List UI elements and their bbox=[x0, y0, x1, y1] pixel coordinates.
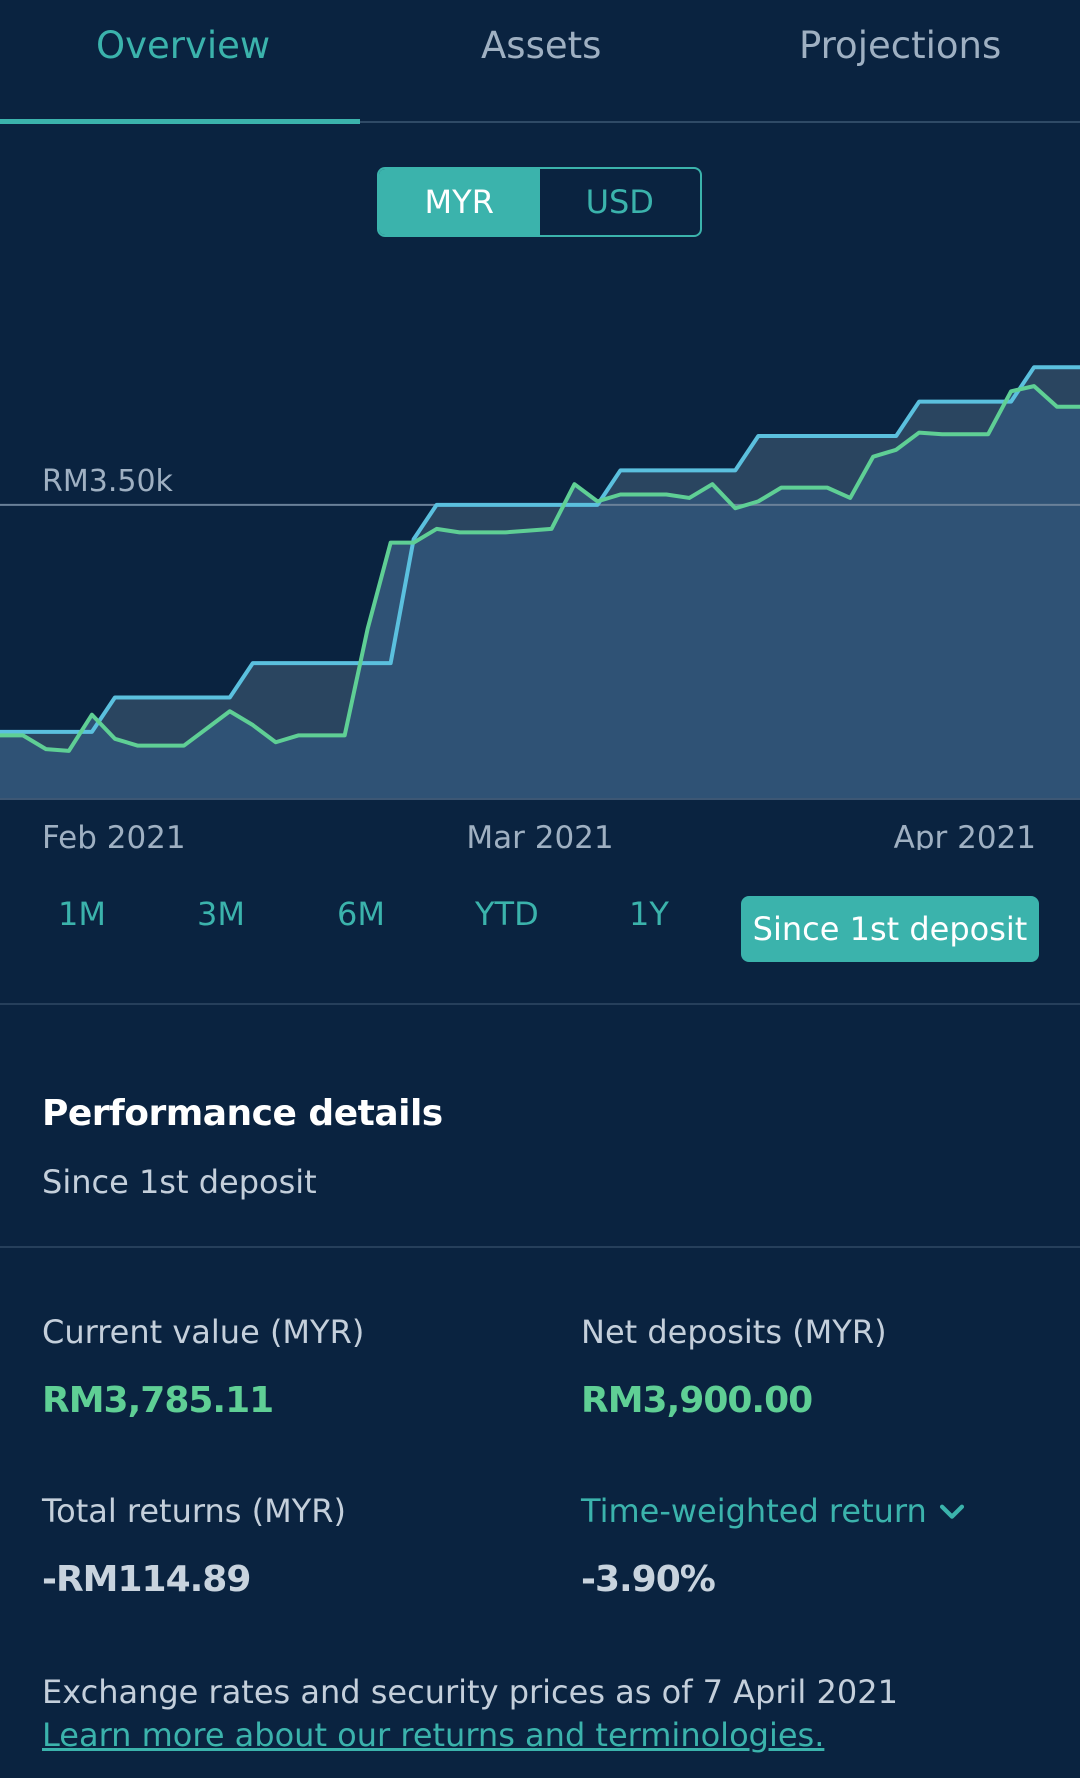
learn-more-link[interactable]: Learn more about our returns and termino… bbox=[42, 1716, 825, 1754]
series-gap-area bbox=[0, 367, 1080, 751]
performance-title: Performance details bbox=[42, 1093, 443, 1134]
chevron-down-icon bbox=[939, 1504, 964, 1519]
range-6m[interactable]: 6M bbox=[337, 895, 385, 933]
divider bbox=[0, 1246, 1080, 1248]
divider bbox=[0, 1003, 1080, 1005]
currency-toggle: MYR USD bbox=[377, 167, 702, 237]
y-reference-label: RM3.50k bbox=[42, 464, 174, 499]
total-returns-value: -RM114.89 bbox=[42, 1559, 251, 1600]
tab-active-indicator bbox=[0, 119, 360, 124]
twr-label: Time-weighted return bbox=[581, 1492, 927, 1530]
top-tabs: Overview Assets Projections bbox=[0, 0, 1080, 124]
tab-projections[interactable]: Projections bbox=[799, 24, 1002, 67]
range-3m[interactable]: 3M bbox=[197, 895, 245, 933]
portfolio-chart: RM3.50k Feb 2021 Mar 2021 Apr 2021 bbox=[0, 365, 1080, 850]
range-1y[interactable]: 1Y bbox=[629, 895, 669, 933]
range-1m[interactable]: 1M bbox=[58, 895, 106, 933]
currency-option-myr[interactable]: MYR bbox=[379, 169, 540, 235]
x-tick-label: Feb 2021 bbox=[42, 820, 186, 850]
tab-assets[interactable]: Assets bbox=[481, 24, 602, 67]
twr-value: -3.90% bbox=[581, 1559, 716, 1600]
range-since-first-deposit[interactable]: Since 1st deposit bbox=[741, 896, 1039, 962]
tab-overview[interactable]: Overview bbox=[96, 24, 271, 67]
twr-dropdown[interactable]: Time-weighted return bbox=[581, 1492, 969, 1530]
exchange-note: Exchange rates and security prices as of… bbox=[42, 1673, 898, 1711]
x-tick-label: Mar 2021 bbox=[466, 820, 613, 850]
current-value-label: Current value (MYR) bbox=[42, 1313, 365, 1351]
current-value: RM3,785.11 bbox=[42, 1380, 274, 1421]
x-tick-label: Apr 2021 bbox=[894, 820, 1036, 850]
tab-divider bbox=[0, 121, 1080, 123]
currency-option-usd[interactable]: USD bbox=[585, 183, 654, 221]
total-returns-label: Total returns (MYR) bbox=[42, 1492, 346, 1530]
performance-subtitle: Since 1st deposit bbox=[42, 1163, 317, 1201]
range-ytd[interactable]: YTD bbox=[475, 895, 539, 933]
net-deposits-value: RM3,900.00 bbox=[581, 1380, 813, 1421]
series-line-deposits bbox=[0, 365, 1080, 734]
series-line-value bbox=[0, 384, 1080, 753]
net-deposits-label: Net deposits (MYR) bbox=[581, 1313, 887, 1351]
